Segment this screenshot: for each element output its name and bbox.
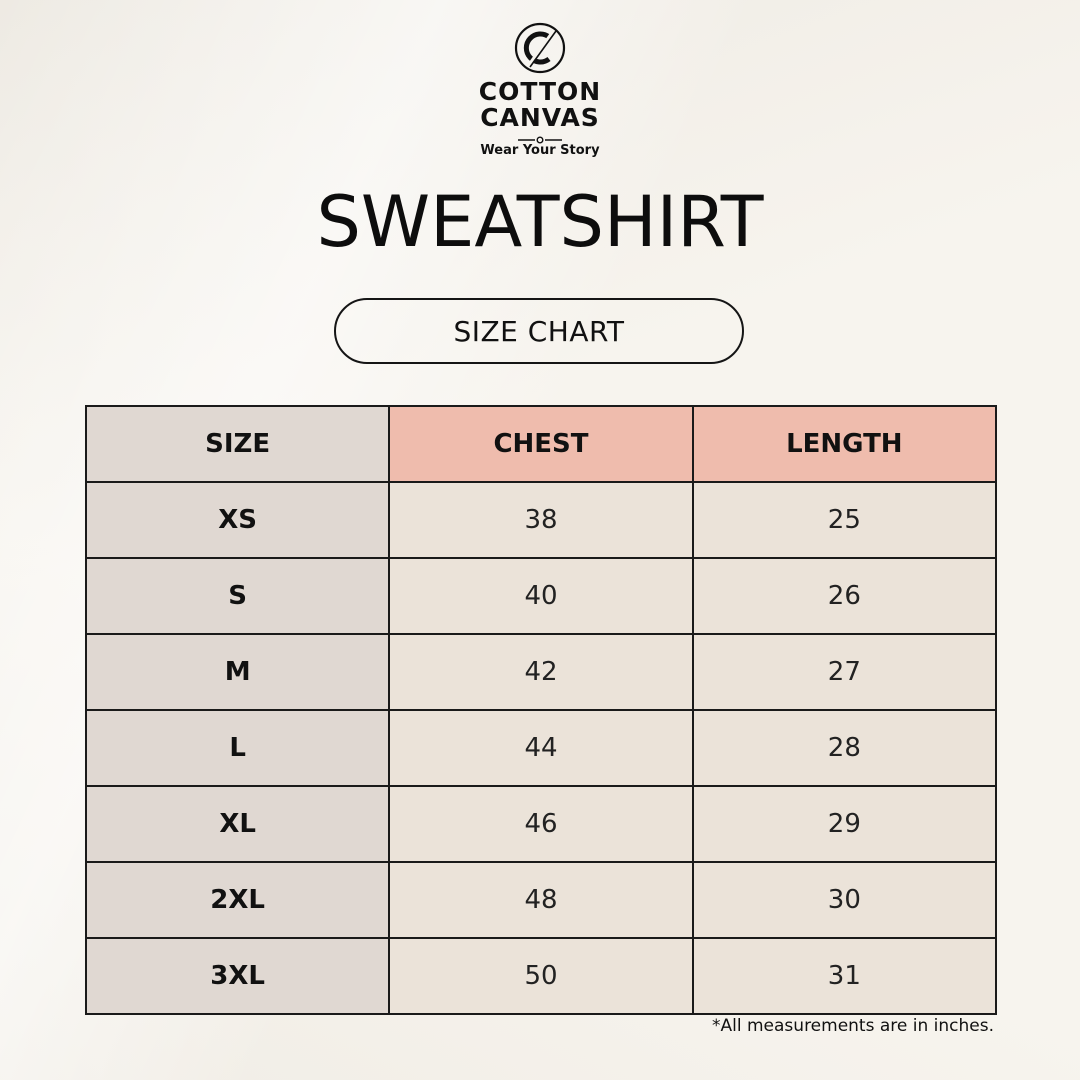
length-cell: 25 <box>691 481 998 559</box>
brand-name-line2: CANVAS <box>480 103 600 132</box>
size-cell: S <box>84 557 391 635</box>
chest-cell: 40 <box>388 557 694 635</box>
table-row: M 42 27 <box>84 633 998 711</box>
table-header-row: SIZE CHEST LENGTH <box>84 405 998 483</box>
length-cell: 31 <box>691 937 998 1015</box>
brand-name-line1: COTTON <box>478 77 602 106</box>
brand-logo: COTTON CANVAS Wear Your Story <box>470 20 610 162</box>
table-row: XL 46 29 <box>84 785 998 863</box>
chest-cell: 50 <box>388 937 694 1015</box>
length-cell: 29 <box>691 785 998 863</box>
chest-cell: 46 <box>388 785 694 863</box>
length-cell: 26 <box>691 557 998 635</box>
page-title: SWEATSHIRT <box>316 181 764 263</box>
length-cell: 27 <box>691 633 998 711</box>
size-table: SIZE CHEST LENGTH XS 38 25 S 40 26 M 42 … <box>84 405 998 1015</box>
header-size: SIZE <box>84 405 391 483</box>
cotton-canvas-logo-icon <box>514 22 566 74</box>
size-cell: 2XL <box>84 861 391 939</box>
header-chest: CHEST <box>388 405 694 483</box>
size-cell: 3XL <box>84 937 391 1015</box>
header-length: LENGTH <box>691 405 998 483</box>
table-row: 2XL 48 30 <box>84 861 998 939</box>
ornament-divider-icon <box>518 136 562 144</box>
size-cell: L <box>84 709 391 787</box>
chest-cell: 48 <box>388 861 694 939</box>
chest-cell: 38 <box>388 481 694 559</box>
length-cell: 28 <box>691 709 998 787</box>
brand-tagline: Wear Your Story <box>480 143 600 158</box>
chest-cell: 42 <box>388 633 694 711</box>
table-row: S 40 26 <box>84 557 998 635</box>
measurement-note: *All measurements are in inches. <box>712 1016 994 1036</box>
size-cell: XS <box>84 481 391 559</box>
length-cell: 30 <box>691 861 998 939</box>
chest-cell: 44 <box>388 709 694 787</box>
table-row: L 44 28 <box>84 709 998 787</box>
size-cell: XL <box>84 785 391 863</box>
size-chart-pill: SIZE CHART <box>334 298 744 364</box>
size-cell: M <box>84 633 391 711</box>
table-row: 3XL 50 31 <box>84 937 998 1015</box>
size-chart-label: SIZE CHART <box>453 314 625 348</box>
table-row: XS 38 25 <box>84 481 998 559</box>
